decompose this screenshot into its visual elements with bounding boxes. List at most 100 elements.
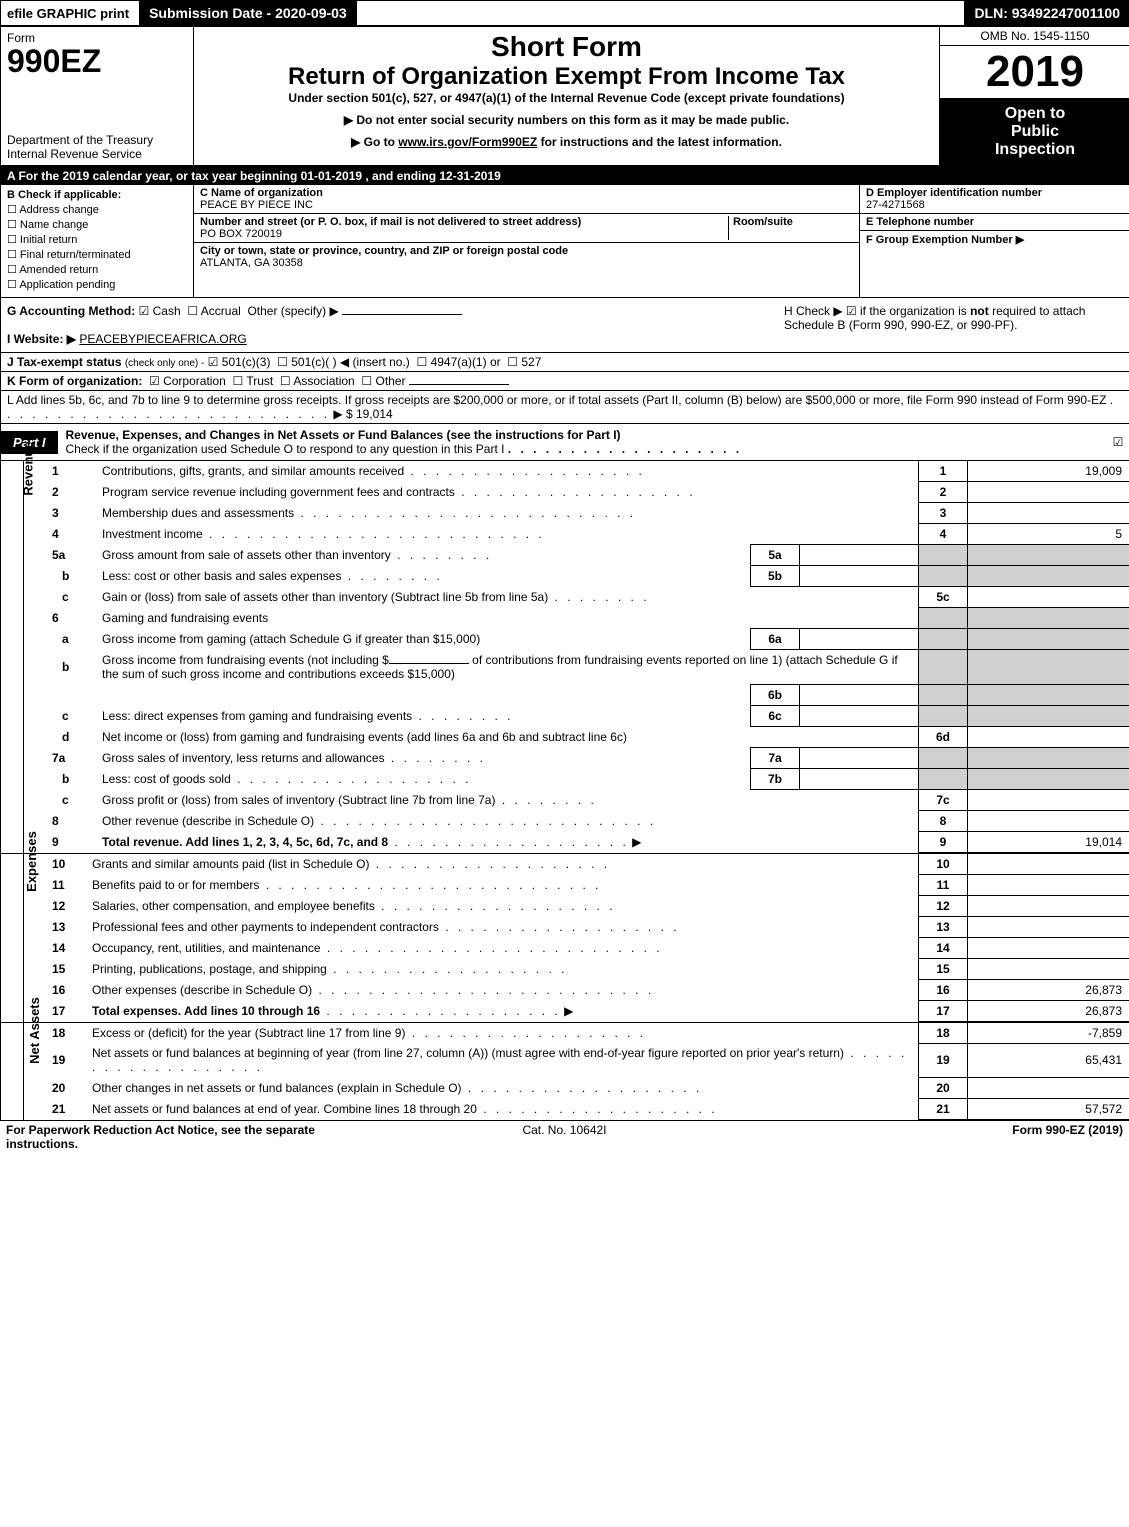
line-15-desc: Printing, publications, postage, and shi… bbox=[92, 962, 327, 976]
line-12-desc: Salaries, other compensation, and employ… bbox=[92, 899, 375, 913]
line-6b-2: 6b bbox=[24, 684, 1129, 705]
line-17-desc: Total expenses. Add lines 10 through 16 bbox=[92, 1004, 320, 1018]
check-cash[interactable]: Cash bbox=[139, 304, 181, 318]
instr-link[interactable]: www.irs.gov/Form990EZ bbox=[398, 135, 537, 149]
other-org-input[interactable] bbox=[409, 384, 509, 385]
line-2-val bbox=[968, 482, 1129, 503]
line-1-val: 19,009 bbox=[968, 461, 1129, 482]
expenses-table: 10 Grants and similar amounts paid (list… bbox=[24, 854, 1129, 1022]
line-7b-inner: 7b bbox=[751, 768, 800, 789]
line-6b-grey bbox=[919, 649, 968, 684]
line-6-grey bbox=[919, 608, 968, 629]
line-7b-num: b bbox=[24, 768, 98, 789]
line-16-desc: Other expenses (describe in Schedule O) bbox=[92, 983, 312, 997]
check-4947[interactable]: 4947(a)(1) or bbox=[416, 355, 500, 369]
line-6d: d Net income or (loss) from gaming and f… bbox=[24, 726, 1129, 747]
check-527[interactable]: 527 bbox=[507, 355, 541, 369]
check-name-change[interactable]: Name change bbox=[7, 218, 187, 231]
tel-cell: E Telephone number bbox=[860, 214, 1129, 231]
check-initial-return[interactable]: Initial return bbox=[7, 233, 187, 246]
ein-value: 27-4271568 bbox=[866, 199, 1124, 211]
schedule-o-check[interactable] bbox=[1106, 435, 1129, 449]
org-name-label: C Name of organization bbox=[200, 187, 853, 199]
line-6b-amount-input[interactable] bbox=[389, 663, 469, 664]
section-c: C Name of organization PEACE BY PIECE IN… bbox=[194, 185, 859, 297]
line-4-desc: Investment income bbox=[102, 527, 203, 541]
check-501c3[interactable]: 501(c)(3) bbox=[208, 355, 271, 369]
line-6b-grey-val bbox=[968, 649, 1129, 684]
line-10-desc: Grants and similar amounts paid (list in… bbox=[92, 857, 369, 871]
subtitle: Under section 501(c), 527, or 4947(a)(1)… bbox=[204, 91, 929, 105]
line-9-desc: Total revenue. Add lines 1, 2, 3, 4, 5c,… bbox=[102, 835, 388, 849]
line-10: 10 Grants and similar amounts paid (list… bbox=[24, 854, 1129, 875]
line-2: 2 Program service revenue including gove… bbox=[24, 482, 1129, 503]
line-6b-inner-val[interactable] bbox=[800, 684, 919, 705]
line-8: 8 Other revenue (describe in Schedule O)… bbox=[24, 810, 1129, 831]
form-number: 990EZ bbox=[7, 45, 187, 77]
check-corporation[interactable]: Corporation bbox=[149, 374, 226, 388]
line-5b-desc: Less: cost or other basis and sales expe… bbox=[102, 569, 341, 583]
line-5a: 5a Gross amount from sale of assets othe… bbox=[24, 545, 1129, 566]
org-name-cell: C Name of organization PEACE BY PIECE IN… bbox=[194, 185, 859, 214]
line-6a-num: a bbox=[24, 628, 98, 649]
line-15-val bbox=[968, 958, 1129, 979]
line-6c-desc: Less: direct expenses from gaming and fu… bbox=[102, 709, 412, 723]
street-value: PO BOX 720019 bbox=[200, 228, 728, 240]
line-19-1: 19 Net assets or fund balances at beginn… bbox=[24, 1043, 1129, 1077]
line-6b-1: b Gross income from fundraising events (… bbox=[24, 649, 1129, 684]
check-501c[interactable]: 501(c)( ) ◀ (insert no.) bbox=[277, 355, 410, 369]
line-3-desc: Membership dues and assessments bbox=[102, 506, 294, 520]
group-label: F Group Exemption Number ▶ bbox=[866, 233, 1124, 246]
line-1-ref: 1 bbox=[919, 461, 968, 482]
check-final-return[interactable]: Final return/terminated bbox=[7, 248, 187, 261]
line-5c-desc: Gain or (loss) from sale of assets other… bbox=[102, 590, 548, 604]
line-1-desc: Contributions, gifts, grants, and simila… bbox=[102, 464, 404, 478]
instr-suffix: for instructions and the latest informat… bbox=[537, 135, 782, 149]
check-other-org[interactable]: Other bbox=[361, 374, 405, 388]
check-accrual[interactable]: Accrual bbox=[187, 304, 240, 318]
check-amended-return[interactable]: Amended return bbox=[7, 263, 187, 276]
check-association[interactable]: Association bbox=[280, 374, 355, 388]
line-7b-inner-val[interactable] bbox=[800, 768, 919, 789]
line-20-ref: 20 bbox=[919, 1077, 968, 1098]
website-value: PEACEBYPIECEAFRICA.ORG bbox=[79, 332, 246, 346]
line-8-val bbox=[968, 810, 1129, 831]
check-trust[interactable]: Trust bbox=[232, 374, 273, 388]
line-12-ref: 12 bbox=[919, 895, 968, 916]
line-5a-inner-val[interactable] bbox=[800, 545, 919, 566]
line-11-ref: 11 bbox=[919, 874, 968, 895]
header-right: OMB No. 1545-1150 2019 Open to Public In… bbox=[939, 27, 1129, 165]
line-6c-inner-val[interactable] bbox=[800, 705, 919, 726]
line-7a-inner-val[interactable] bbox=[800, 747, 919, 768]
check-application-pending[interactable]: Application pending bbox=[7, 278, 187, 291]
line-6: 6 Gaming and fundraising events bbox=[24, 608, 1129, 629]
footer: For Paperwork Reduction Act Notice, see … bbox=[0, 1121, 1129, 1153]
line-5b-grey-val bbox=[968, 566, 1129, 587]
line-10-ref: 10 bbox=[919, 854, 968, 875]
open-line1: Open to bbox=[944, 105, 1126, 123]
check-address-change[interactable]: Address change bbox=[7, 203, 187, 216]
line-8-desc: Other revenue (describe in Schedule O) bbox=[102, 814, 314, 828]
line-11: 11 Benefits paid to or for members 11 bbox=[24, 874, 1129, 895]
line-2-ref: 2 bbox=[919, 482, 968, 503]
line-3-ref: 3 bbox=[919, 503, 968, 524]
line-6a-inner-val[interactable] bbox=[800, 628, 919, 649]
line-15-num: 15 bbox=[24, 958, 88, 979]
city-label: City or town, state or province, country… bbox=[200, 245, 853, 257]
line-6-num: 6 bbox=[24, 608, 98, 629]
part1-title-text: Revenue, Expenses, and Changes in Net As… bbox=[66, 428, 621, 442]
line-3: 3 Membership dues and assessments 3 bbox=[24, 503, 1129, 524]
room-label: Room/suite bbox=[733, 216, 853, 228]
line-13: 13 Professional fees and other payments … bbox=[24, 916, 1129, 937]
part1-title: Revenue, Expenses, and Changes in Net As… bbox=[58, 424, 1106, 460]
line-6d-desc: Net income or (loss) from gaming and fun… bbox=[98, 726, 919, 747]
line-5a-grey-val bbox=[968, 545, 1129, 566]
ein-cell: D Employer identification number 27-4271… bbox=[860, 185, 1129, 214]
line-14-val bbox=[968, 937, 1129, 958]
line-6d-val bbox=[968, 726, 1129, 747]
header-center: Short Form Return of Organization Exempt… bbox=[194, 27, 939, 165]
line-5b-inner-val[interactable] bbox=[800, 566, 919, 587]
other-specify-input[interactable] bbox=[342, 314, 462, 315]
instr-no-ssn: ▶ Do not enter social security numbers o… bbox=[204, 113, 929, 127]
tel-label: E Telephone number bbox=[866, 216, 1124, 228]
